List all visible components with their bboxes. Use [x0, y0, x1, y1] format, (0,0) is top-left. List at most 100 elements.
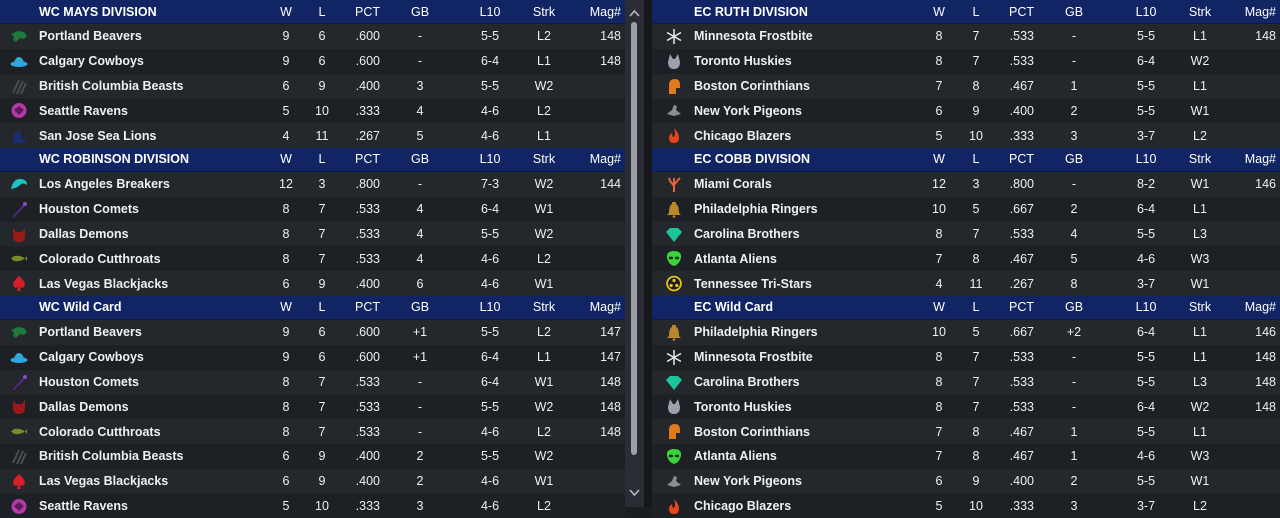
team-name[interactable]: Atlanta Aliens — [694, 251, 777, 266]
team-l: 6 — [318, 29, 326, 44]
team-name[interactable]: Philadelphia Ringers — [694, 325, 818, 340]
team-l10: 5-5 — [1136, 474, 1156, 489]
standings-row[interactable]: Los Angeles Breakers 12 3 .800 - 7-3 W2 144 — [0, 171, 625, 197]
team-l10: 7-3 — [480, 177, 500, 192]
chevron-up-icon[interactable] — [628, 6, 641, 19]
team-gb: 4 — [1070, 226, 1078, 241]
team-name[interactable]: Portland Beavers — [39, 29, 142, 44]
team-w: 8 — [282, 202, 290, 217]
standings-row[interactable]: Minnesota Frostbite 8 7 .533 - 5-5 L1 148 — [652, 24, 1280, 49]
team-name[interactable]: Houston Comets — [39, 202, 139, 217]
team-name[interactable]: New York Pigeons — [694, 103, 802, 118]
team-name[interactable]: Toronto Huskies — [694, 399, 792, 414]
standings-row[interactable]: Chicago Blazers 5 10 .333 3 3-7 L2 — [652, 493, 1280, 518]
team-gb: 2 — [416, 474, 424, 489]
standings-row[interactable]: Las Vegas Blackjacks 6 9 .400 2 4-6 W1 — [0, 468, 625, 494]
chevron-down-icon[interactable] — [628, 486, 641, 499]
standings-row[interactable]: Atlanta Aliens 7 8 .467 1 4-6 W3 — [652, 443, 1280, 469]
standings-row[interactable]: Chicago Blazers 5 10 .333 3 3-7 L2 — [652, 123, 1280, 148]
team-name[interactable]: Minnesota Frostbite — [694, 350, 813, 365]
standings-row[interactable]: Miami Corals 12 3 .800 - 8-2 W1 146 — [652, 171, 1280, 197]
team-name[interactable]: San Jose Sea Lions — [39, 128, 157, 143]
team-name[interactable]: Calgary Cowboys — [39, 54, 144, 69]
spartan-helmet-icon — [665, 78, 683, 95]
standings-row[interactable]: Dallas Demons 8 7 .533 - 5-5 W2 148 — [0, 394, 625, 420]
team-name[interactable]: Boston Corinthians — [694, 78, 810, 93]
vertical-scrollbar[interactable] — [625, 0, 644, 507]
standings-row[interactable]: San Jose Sea Lions 4 11 .267 5 4-6 L1 — [0, 123, 625, 148]
standings-row[interactable]: British Columbia Beasts 6 9 .400 3 5-5 W2 — [0, 73, 625, 99]
team-mag — [573, 98, 621, 123]
team-w: 9 — [282, 29, 290, 44]
standings-row[interactable]: Calgary Cowboys 9 6 .600 - 6-4 L1 148 — [0, 48, 625, 74]
team-name[interactable]: Dallas Demons — [39, 399, 129, 414]
standings-row[interactable]: Las Vegas Blackjacks 6 9 .400 6 4-6 W1 — [0, 271, 625, 296]
team-name[interactable]: Boston Corinthians — [694, 424, 810, 439]
standings-row[interactable]: Minnesota Frostbite 8 7 .533 - 5-5 L1 148 — [652, 344, 1280, 370]
team-name[interactable]: Chicago Blazers — [694, 498, 792, 513]
standings-row[interactable]: Atlanta Aliens 7 8 .467 5 4-6 W3 — [652, 246, 1280, 272]
team-l: 7 — [318, 226, 326, 241]
standings-row[interactable]: Houston Comets 8 7 .533 4 6-4 W1 — [0, 196, 625, 222]
team-name[interactable]: Minnesota Frostbite — [694, 29, 813, 44]
standings-row[interactable]: Colorado Cutthroats 8 7 .533 - 4-6 L2 148 — [0, 419, 625, 444]
team-name[interactable]: Portland Beavers — [39, 325, 142, 340]
team-l: 8 — [972, 251, 980, 266]
column-header-w: W — [280, 4, 292, 19]
standings-row[interactable]: Toronto Huskies 8 7 .533 - 6-4 W2 — [652, 48, 1280, 74]
team-name[interactable]: Philadelphia Ringers — [694, 202, 818, 217]
coral-icon — [665, 176, 683, 193]
standings-row[interactable]: Portland Beavers 9 6 .600 +1 5-5 L2 147 — [0, 319, 625, 345]
standings-row[interactable]: Dallas Demons 8 7 .533 4 5-5 W2 — [0, 221, 625, 247]
team-gb: +2 — [1066, 325, 1082, 340]
team-name[interactable]: Seattle Ravens — [39, 498, 128, 513]
standings-row[interactable]: Calgary Cowboys 9 6 .600 +1 6-4 L1 147 — [0, 344, 625, 370]
standings-row[interactable]: Boston Corinthians 7 8 .467 1 5-5 L1 — [652, 73, 1280, 99]
standings-row[interactable]: Seattle Ravens 5 10 .333 3 4-6 L2 — [0, 493, 625, 518]
team-name[interactable]: Dallas Demons — [39, 226, 129, 241]
standings-row[interactable]: Seattle Ravens 5 10 .333 4 4-6 L2 — [0, 98, 625, 124]
standings-row[interactable]: New York Pigeons 6 9 .400 2 5-5 W1 — [652, 468, 1280, 494]
team-name[interactable]: Carolina Brothers — [694, 374, 800, 389]
team-name[interactable]: Atlanta Aliens — [694, 449, 777, 464]
standings-row[interactable]: Houston Comets 8 7 .533 - 6-4 W1 148 — [0, 369, 625, 395]
standings-row[interactable]: Carolina Brothers 8 7 .533 - 5-5 L3 148 — [652, 369, 1280, 395]
team-name[interactable]: Miami Corals — [694, 177, 772, 192]
team-name[interactable]: British Columbia Beasts — [39, 78, 184, 93]
team-name[interactable]: Chicago Blazers — [694, 128, 792, 143]
standings-row[interactable]: Colorado Cutthroats 8 7 .533 4 4-6 L2 — [0, 246, 625, 272]
standings-row[interactable]: Toronto Huskies 8 7 .533 - 6-4 W2 148 — [652, 394, 1280, 420]
standings-row[interactable]: Philadelphia Ringers 10 5 .667 2 6-4 L1 — [652, 196, 1280, 222]
team-name[interactable]: Las Vegas Blackjacks — [39, 276, 169, 291]
team-l: 8 — [972, 424, 980, 439]
standings-row[interactable]: Philadelphia Ringers 10 5 .667 +2 6-4 L1 146 — [652, 319, 1280, 345]
column-header-pct: PCT — [1009, 152, 1034, 167]
team-name[interactable]: Carolina Brothers — [694, 226, 800, 241]
team-gb: - — [417, 374, 423, 389]
team-name[interactable]: Las Vegas Blackjacks — [39, 474, 169, 489]
flame-icon — [665, 127, 683, 144]
team-name[interactable]: New York Pigeons — [694, 474, 802, 489]
team-name[interactable]: Tennessee Tri-Stars — [694, 276, 812, 291]
team-name[interactable]: Los Angeles Breakers — [39, 177, 170, 192]
team-mag: 147 — [600, 350, 621, 365]
comet-icon — [10, 201, 28, 218]
team-mag — [573, 222, 621, 247]
team-w: 6 — [935, 103, 943, 118]
team-name[interactable]: Seattle Ravens — [39, 103, 128, 118]
team-name[interactable]: Toronto Huskies — [694, 54, 792, 69]
standings-row[interactable]: New York Pigeons 6 9 .400 2 5-5 W1 — [652, 98, 1280, 124]
team-name[interactable]: Colorado Cutthroats — [39, 424, 161, 439]
team-name[interactable]: Houston Comets — [39, 374, 139, 389]
standings-row[interactable]: Boston Corinthians 7 8 .467 1 5-5 L1 — [652, 419, 1280, 444]
standings-row[interactable]: British Columbia Beasts 6 9 .400 2 5-5 W2 — [0, 443, 625, 469]
team-name[interactable]: Colorado Cutthroats — [39, 251, 161, 266]
scroll-thumb[interactable] — [631, 22, 637, 455]
standings-row[interactable]: Portland Beavers 9 6 .600 - 5-5 L2 148 — [0, 24, 625, 49]
standings-row[interactable]: Tennessee Tri-Stars 4 11 .267 8 3-7 W1 — [652, 271, 1280, 296]
team-w: 9 — [282, 54, 290, 69]
team-name[interactable]: British Columbia Beasts — [39, 449, 184, 464]
raven-icon — [10, 102, 28, 119]
team-name[interactable]: Calgary Cowboys — [39, 350, 144, 365]
standings-row[interactable]: Carolina Brothers 8 7 .533 4 5-5 L3 — [652, 221, 1280, 247]
